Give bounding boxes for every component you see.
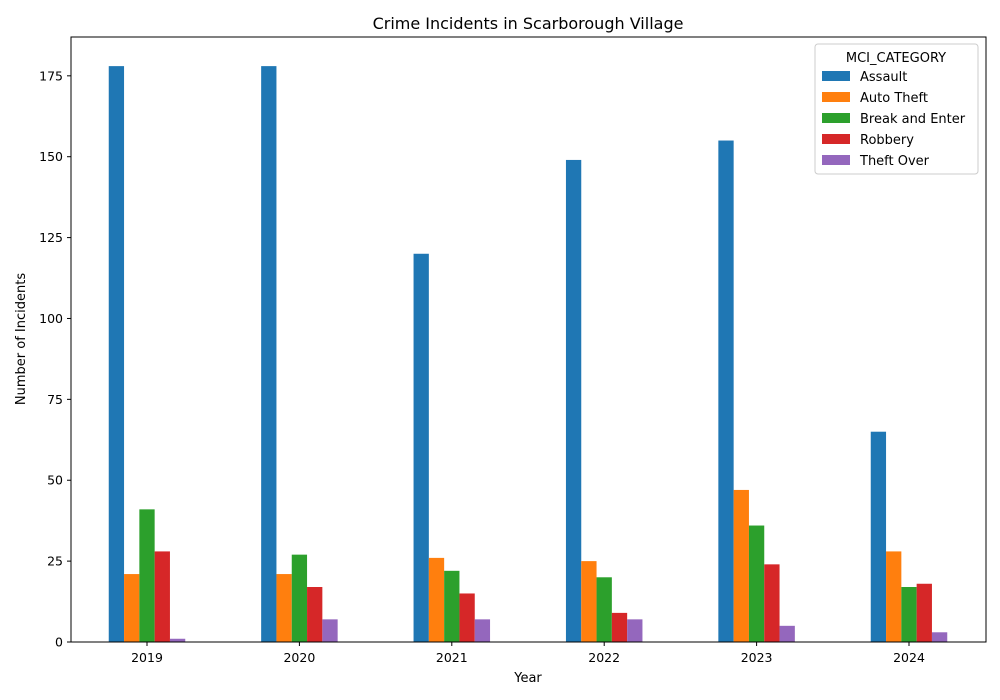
bar-auto-theft-2023	[733, 489, 749, 642]
x-tick-label: 2024	[893, 650, 925, 665]
bar-robbery-2022	[611, 612, 628, 642]
bar-theft-over-2019	[169, 638, 186, 642]
legend-swatch	[822, 71, 850, 81]
y-tick-label: 50	[47, 473, 63, 488]
legend-label: Assault	[860, 70, 907, 85]
bar-theft-over-2023	[779, 625, 795, 642]
y-tick-label: 150	[39, 149, 63, 164]
bar-auto-theft-2019	[124, 574, 140, 642]
bar-assault-2019	[108, 66, 125, 643]
y-tick-label: 0	[55, 635, 63, 650]
bar-assault-2021	[413, 253, 429, 642]
y-tick-label: 125	[39, 230, 63, 245]
y-axis-ticks: 0 25 50 75 100 125 150 175	[39, 68, 71, 650]
x-axis-ticks: 2019 2020 2021 2022 2023 2024	[131, 642, 925, 665]
bar-theft-over-2021	[474, 619, 491, 642]
bar-theft-over-2022	[627, 619, 643, 642]
legend-label: Robbery	[860, 133, 914, 148]
bar-robbery-2024	[916, 583, 932, 642]
plot-frame	[70, 36, 987, 643]
bar-assault-2020	[261, 66, 277, 643]
legend-title: MCI_CATEGORY	[846, 51, 946, 66]
bar-break-and-enter-2023	[748, 525, 765, 642]
bar-assault-2024	[870, 431, 887, 642]
y-tick-label: 175	[39, 68, 63, 83]
legend: MCI_CATEGORY Assault Auto Theft Break and …	[814, 43, 979, 175]
x-tick-label: 2019	[131, 650, 163, 665]
bar-robbery-2021	[459, 593, 475, 642]
bar-auto-theft-2021	[428, 557, 445, 642]
bar-break-and-enter-2021	[444, 570, 460, 642]
legend-swatch	[822, 134, 850, 144]
bar-theft-over-2024	[931, 632, 948, 642]
bar-assault-2022	[565, 159, 582, 642]
bars-group	[108, 66, 948, 643]
bar-break-and-enter-2022	[596, 577, 612, 642]
bar-auto-theft-2022	[581, 561, 597, 642]
bar-break-and-enter-2020	[291, 554, 308, 642]
x-tick-label: 2020	[283, 650, 315, 665]
chart-title: Crime Incidents in Scarborough Village	[373, 14, 684, 33]
bar-robbery-2023	[764, 564, 780, 642]
y-axis-label: Number of Incidents	[14, 273, 29, 405]
y-tick-label: 25	[47, 554, 63, 569]
x-axis-label: Year	[513, 671, 542, 686]
legend-label: Auto Theft	[860, 91, 928, 106]
legend-box	[814, 43, 979, 175]
y-tick-label: 75	[47, 392, 63, 407]
bar-break-and-enter-2024	[901, 587, 917, 642]
x-tick-label: 2022	[588, 650, 620, 665]
legend-label: Theft Over	[859, 154, 930, 169]
y-tick-label: 100	[39, 311, 63, 326]
bar-assault-2023	[718, 140, 734, 642]
bar-robbery-2019	[154, 551, 170, 642]
bar-break-and-enter-2019	[139, 509, 155, 642]
bar-auto-theft-2020	[276, 574, 292, 642]
legend-items: Assault Auto Theft Break and Enter Robbery T…	[822, 70, 966, 169]
legend-swatch	[822, 92, 850, 102]
bar-auto-theft-2024	[886, 551, 902, 642]
bar-robbery-2020	[307, 587, 323, 642]
bar-theft-over-2020	[322, 619, 338, 642]
x-tick-label: 2023	[741, 650, 773, 665]
legend-label: Break and Enter	[860, 112, 966, 127]
legend-swatch	[822, 113, 850, 123]
legend-swatch	[822, 155, 850, 165]
x-tick-label: 2021	[436, 650, 468, 665]
